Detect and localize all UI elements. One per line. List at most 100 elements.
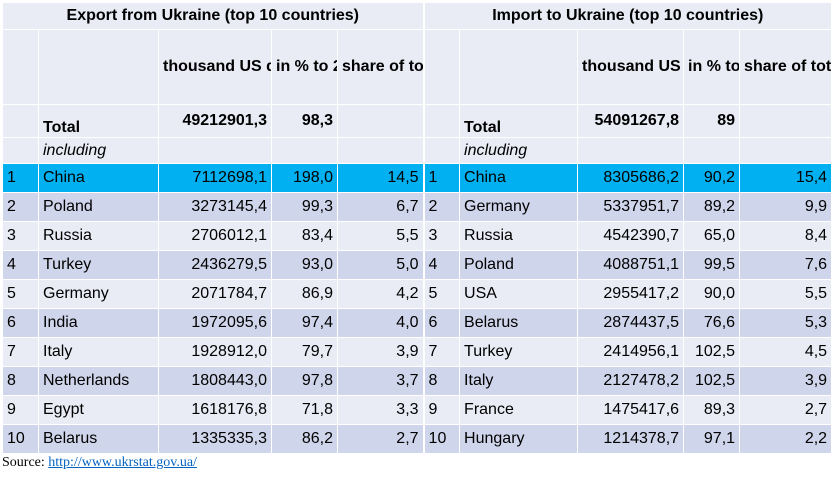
title-row: Export from Ukraine (top 10 countries) I… — [1, 2, 833, 30]
export-share-cell: 4,0 — [336, 308, 425, 338]
import-value-cell: 2414956,1 — [577, 337, 685, 367]
import-country-cell: China — [459, 163, 579, 193]
export-idx-cell: 2 — [2, 192, 39, 222]
import-share-cell: 2,2 — [739, 424, 833, 454]
import-total-label: Total — [459, 104, 579, 138]
export-country-cell: Russia — [38, 221, 159, 251]
export-total-share — [336, 104, 425, 138]
export-idx-cell: 10 — [2, 424, 39, 454]
import-idx-cell: 4 — [422, 250, 461, 280]
import-pct2019-cell: 99,5 — [683, 250, 741, 280]
export-share-cell: 3,7 — [336, 366, 425, 396]
export-total-pct2019: 98,3 — [271, 104, 338, 138]
import-value-header: thousand US dollars — [577, 29, 685, 105]
table-row: 10 Belarus 1335335,3 86,2 2,7 10 Hungary 121437… — [2, 424, 833, 454]
export-value-cell: 1972095,6 — [158, 308, 272, 338]
source-note: Source: http://www.ukrstat.gov.ua/ — [2, 455, 197, 471]
export-idx-cell: 3 — [2, 221, 39, 251]
import-idx-cell: 3 — [422, 221, 461, 251]
export-pct2019-cell: 79,7 — [271, 337, 338, 367]
import-idx-cell: 7 — [422, 337, 461, 367]
export-pct2019-cell: 198,0 — [271, 163, 338, 193]
export-incl-share — [336, 137, 425, 164]
import-pct2019-cell: 76,6 — [683, 308, 741, 338]
column-header-row: thousand US dollars in % to 2019 share o… — [2, 29, 833, 105]
export-pct2019-cell: 97,4 — [271, 308, 338, 338]
export-value-cell: 1808443,0 — [158, 366, 272, 396]
export-country-cell: Poland — [38, 192, 159, 222]
source-link[interactable]: http://www.ukrstat.gov.ua/ — [48, 455, 197, 470]
including-row: including including — [2, 137, 833, 164]
import-value-cell: 2955417,2 — [577, 279, 685, 309]
total-row: Total 49212901,3 98,3 Total 54091267,8 8… — [2, 104, 833, 138]
table-row: 3 Russia 2706012,1 83,4 5,5 3 Russia 4542390,7 6… — [2, 221, 833, 251]
export-pct2019-cell: 86,2 — [271, 424, 338, 454]
export-value-cell: 1618176,8 — [158, 395, 272, 425]
export-value-cell: 1335335,3 — [158, 424, 272, 454]
import-pct2019-cell: 89,2 — [683, 192, 741, 222]
export-idx-cell: 5 — [2, 279, 39, 309]
export-country-cell: Belarus — [38, 424, 159, 454]
import-country-header — [459, 29, 579, 105]
table-row: 6 India 1972095,6 97,4 4,0 6 Belarus 2874437,5 7… — [2, 308, 833, 338]
import-value-cell: 1475417,6 — [577, 395, 685, 425]
export-idx-cell: 4 — [2, 250, 39, 280]
export-value-cell: 2436279,5 — [158, 250, 272, 280]
export-idx-cell: 8 — [2, 366, 39, 396]
import-country-cell: USA — [459, 279, 579, 309]
export-share-cell: 5,5 — [336, 221, 425, 251]
import-value-cell: 1214378,7 — [577, 424, 685, 454]
import-idx-cell: 1 — [422, 163, 461, 193]
export-pct2019-cell: 93,0 — [271, 250, 338, 280]
export-incl-pct — [271, 137, 338, 164]
table-row: 4 Turkey 2436279,5 93,0 5,0 4 Poland 4088751,1 9… — [2, 250, 833, 280]
export-pct2019-cell: 99,3 — [271, 192, 338, 222]
import-pct2019-header: in % to 2019 — [683, 29, 741, 105]
export-share-cell: 2,7 — [336, 424, 425, 454]
export-country-header — [38, 29, 159, 105]
import-incl-share — [739, 137, 833, 164]
import-value-cell: 4088751,1 — [577, 250, 685, 280]
import-share-cell: 15,4 — [739, 163, 833, 193]
import-country-cell: Hungary — [459, 424, 579, 454]
export-share-cell: 4,2 — [336, 279, 425, 309]
trade-table: Export from Ukraine (top 10 countries) I… — [1, 2, 833, 454]
export-pct2019-cell: 71,8 — [271, 395, 338, 425]
export-value-cell: 2071784,7 — [158, 279, 272, 309]
export-country-cell: Turkey — [38, 250, 159, 280]
export-country-cell: Netherlands — [38, 366, 159, 396]
export-country-cell: China — [38, 163, 159, 193]
export-country-cell: India — [38, 308, 159, 338]
export-total-label: Total — [38, 104, 159, 138]
import-idx-cell: 9 — [422, 395, 461, 425]
import-pct2019-cell: 102,5 — [683, 366, 741, 396]
table-row: 1 China 7112698,1 198,0 14,5 1 China 8305686,2 9… — [2, 163, 833, 193]
import-share-cell: 5,5 — [739, 279, 833, 309]
export-share-cell: 14,5 — [336, 163, 425, 193]
table-row: 2 Poland 3273145,4 99,3 6,7 2 Germany 5337951,7… — [2, 192, 833, 222]
import-share-cell: 5,3 — [739, 308, 833, 338]
import-pct2019-cell: 90,2 — [683, 163, 741, 193]
import-total-value: 54091267,8 — [577, 104, 685, 138]
source-label: Source: — [2, 455, 45, 470]
export-country-cell: Germany — [38, 279, 159, 309]
table-row: 7 Italy 1928912,0 79,7 3,9 7 Turkey 2414956,1 10… — [2, 337, 833, 367]
export-idx-header — [2, 29, 39, 105]
import-country-cell: Italy — [459, 366, 579, 396]
import-title: Import to Ukraine (top 10 countries) — [422, 2, 833, 30]
import-country-cell: France — [459, 395, 579, 425]
import-idx-cell: 2 — [422, 192, 461, 222]
export-idx-cell: 9 — [2, 395, 39, 425]
import-value-cell: 5337951,7 — [577, 192, 685, 222]
import-pct2019-cell: 90,0 — [683, 279, 741, 309]
import-share-cell: 3,9 — [739, 366, 833, 396]
export-value-cell: 2706012,1 — [158, 221, 272, 251]
import-share-cell: 8,4 — [739, 221, 833, 251]
import-pct2019-cell: 102,5 — [683, 337, 741, 367]
export-share-header: share of total, % — [336, 29, 425, 105]
export-share-cell: 3,9 — [336, 337, 425, 367]
export-share-cell: 5,0 — [336, 250, 425, 280]
import-idx-cell: 10 — [422, 424, 461, 454]
export-including-label: including — [38, 137, 159, 164]
import-idx-cell: 8 — [422, 366, 461, 396]
